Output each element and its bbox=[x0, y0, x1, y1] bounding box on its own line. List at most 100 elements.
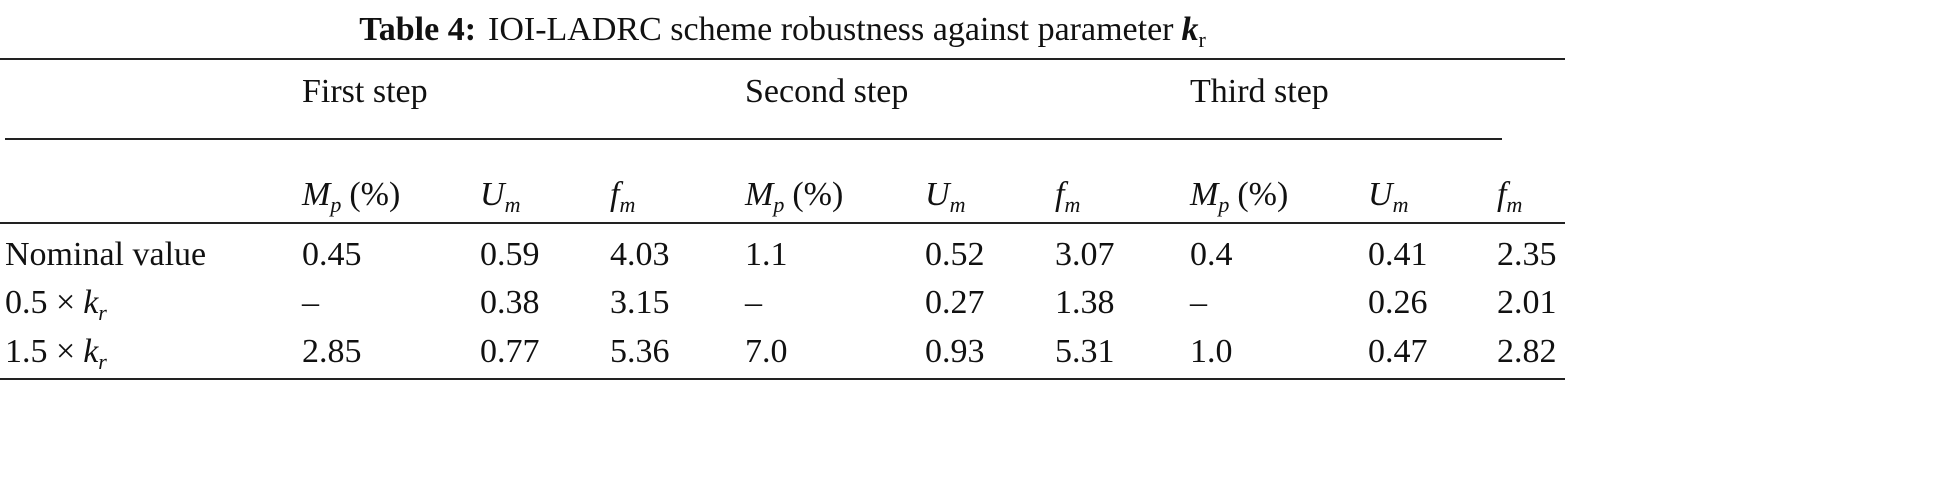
column-header: Mp (%) bbox=[1190, 175, 1288, 225]
column-header: Um bbox=[1368, 175, 1408, 225]
row-label-symbol: k bbox=[83, 333, 99, 370]
row-label-text: Nominal value bbox=[5, 236, 207, 273]
cell: 0.41 bbox=[1368, 236, 1428, 273]
cell: 0.38 bbox=[480, 284, 540, 321]
top-rule bbox=[0, 58, 1565, 60]
cell: 5.36 bbox=[610, 333, 670, 370]
table-cell: – bbox=[302, 283, 319, 323]
cell: 7.0 bbox=[745, 333, 788, 370]
cell: 2.01 bbox=[1497, 284, 1557, 321]
table-cell: 2.35 bbox=[1497, 235, 1557, 275]
column-sub: m bbox=[1392, 192, 1409, 217]
table-cell: 2.85 bbox=[302, 332, 362, 372]
column-sub: p bbox=[1218, 192, 1230, 217]
column-header: Um bbox=[480, 175, 520, 225]
title-text: IOI-LADRC scheme robustness against para… bbox=[488, 11, 1174, 48]
column-header: fm bbox=[1497, 175, 1522, 225]
row-label: 0.5 × kr bbox=[5, 283, 107, 333]
cell: 1.1 bbox=[745, 236, 788, 273]
table-cell: 3.15 bbox=[610, 283, 670, 323]
row-label: Nominal value bbox=[5, 235, 206, 275]
group-cell: Second step bbox=[745, 72, 908, 112]
table-cell: 7.0 bbox=[745, 332, 788, 372]
column-symbol: f bbox=[610, 176, 620, 213]
row-label-symbol: k bbox=[83, 284, 99, 321]
cell: 0.45 bbox=[302, 236, 362, 273]
row-label: 1.5 × kr bbox=[5, 332, 107, 382]
column-sub: p bbox=[330, 192, 342, 217]
group-header: Third step bbox=[1190, 73, 1329, 110]
table-cell: – bbox=[745, 283, 762, 323]
table-cell: 0.26 bbox=[1368, 283, 1428, 323]
bottom-rule bbox=[0, 378, 1565, 380]
cell: 0.52 bbox=[925, 236, 985, 273]
cell: 3.15 bbox=[610, 284, 670, 321]
column-header: fm bbox=[1055, 175, 1080, 225]
cell: 0.47 bbox=[1368, 333, 1428, 370]
column-symbol: f bbox=[1497, 176, 1507, 213]
table-cell: 0.4 bbox=[1190, 235, 1233, 275]
cell: 1.0 bbox=[1190, 333, 1233, 370]
table-cell: 4.03 bbox=[610, 235, 670, 275]
table-cell: 0.77 bbox=[480, 332, 540, 372]
column-header: Um bbox=[925, 175, 965, 225]
cell: 0.26 bbox=[1368, 284, 1428, 321]
table-cell: 1.0 bbox=[1190, 332, 1233, 372]
column-symbol: U bbox=[925, 176, 950, 213]
table-cell: 0.59 bbox=[480, 235, 540, 275]
cell: 3.07 bbox=[1055, 236, 1115, 273]
column-symbol: M bbox=[745, 176, 774, 213]
table-cell: 0.52 bbox=[925, 235, 985, 275]
table-title: Table 4: IOI-LADRC scheme robustness agai… bbox=[0, 10, 1565, 60]
cell: 5.31 bbox=[1055, 333, 1115, 370]
cell: 0.4 bbox=[1190, 236, 1233, 273]
cell: 0.93 bbox=[925, 333, 985, 370]
row-label-text: 1.5 × bbox=[5, 333, 76, 370]
table-cell: 1.1 bbox=[745, 235, 788, 275]
row-label-text: 0.5 × bbox=[5, 284, 76, 321]
table-cell: 0.47 bbox=[1368, 332, 1428, 372]
cell: 2.85 bbox=[302, 333, 362, 370]
column-header: fm bbox=[610, 175, 635, 225]
column-symbol: M bbox=[302, 176, 331, 213]
group-rule bbox=[5, 138, 1502, 140]
table-cell: 2.01 bbox=[1497, 283, 1557, 323]
column-sub: m bbox=[619, 192, 636, 217]
row-label-sub: r bbox=[98, 349, 107, 374]
row-label-sub: r bbox=[98, 300, 107, 325]
cell: 2.82 bbox=[1497, 333, 1557, 370]
column-symbol: f bbox=[1055, 176, 1065, 213]
cell: 1.38 bbox=[1055, 284, 1115, 321]
table-cell: – bbox=[1190, 283, 1207, 323]
column-sub: m bbox=[504, 192, 521, 217]
table-cell: 0.45 bbox=[302, 235, 362, 275]
title-symbol-sub: r bbox=[1198, 27, 1206, 52]
column-sub: m bbox=[1064, 192, 1081, 217]
cell: – bbox=[1190, 284, 1207, 321]
header-rule bbox=[0, 222, 1565, 224]
column-unit: (%) bbox=[792, 176, 844, 213]
cell: 0.27 bbox=[925, 284, 985, 321]
title-symbol: k bbox=[1181, 11, 1199, 48]
title-label: Table 4: bbox=[359, 11, 477, 48]
table-cell: 2.82 bbox=[1497, 332, 1557, 372]
table-cell: 1.38 bbox=[1055, 283, 1115, 323]
column-sub: m bbox=[949, 192, 966, 217]
cell: 0.77 bbox=[480, 333, 540, 370]
table-cell: 5.36 bbox=[610, 332, 670, 372]
column-unit: (%) bbox=[1237, 176, 1289, 213]
column-header: Mp (%) bbox=[745, 175, 843, 225]
cell: – bbox=[745, 284, 762, 321]
column-unit: (%) bbox=[349, 176, 401, 213]
group-cell: First step bbox=[302, 72, 428, 112]
table-cell: 5.31 bbox=[1055, 332, 1115, 372]
column-sub: p bbox=[773, 192, 785, 217]
cell: – bbox=[302, 284, 319, 321]
column-sub: m bbox=[1506, 192, 1523, 217]
table-cell: 0.38 bbox=[480, 283, 540, 323]
group-header: Second step bbox=[745, 73, 909, 110]
column-symbol: M bbox=[1190, 176, 1219, 213]
column-header: Mp (%) bbox=[302, 175, 400, 225]
table-cell: 0.93 bbox=[925, 332, 985, 372]
